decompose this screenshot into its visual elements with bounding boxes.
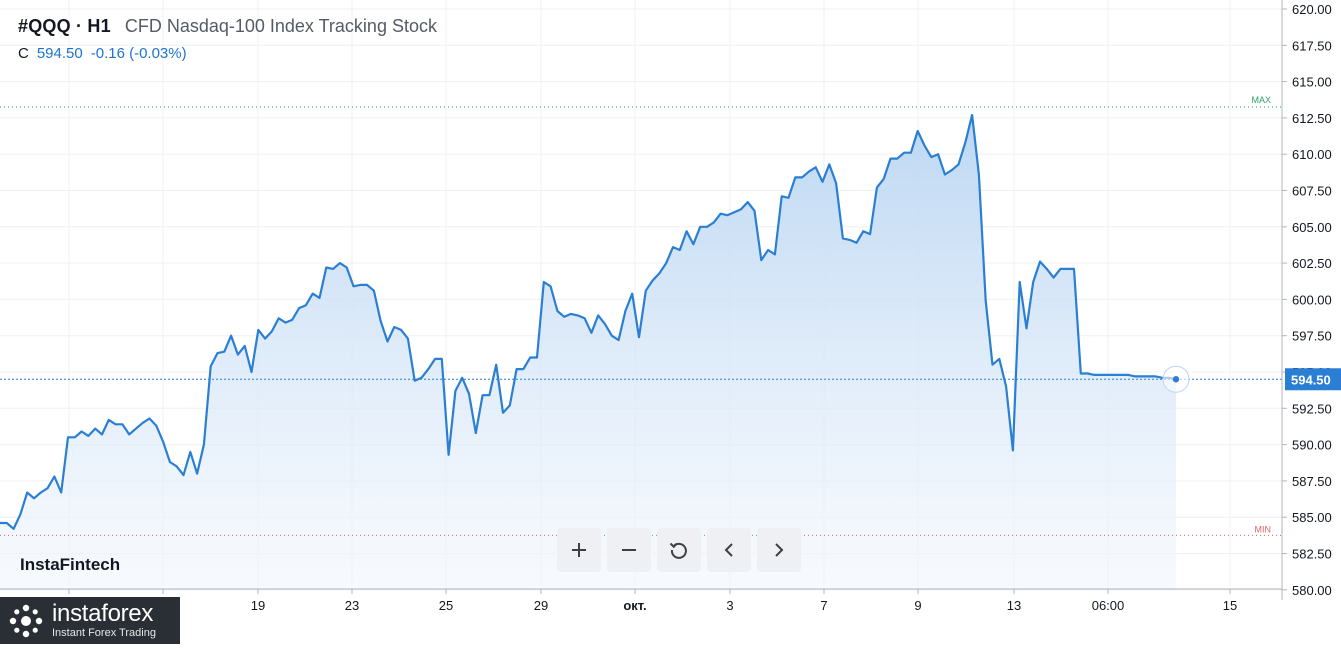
last-point-dot <box>1172 376 1180 383</box>
x-tick-label: 25 <box>439 598 453 613</box>
close-value: 594.50 <box>36 45 83 62</box>
y-tick-label: 597.50 <box>1292 329 1332 344</box>
x-tick-label: 19 <box>251 598 265 613</box>
symbol-description: CFD Nasdaq-100 Index Tracking Stock <box>124 16 437 36</box>
symbol-title: #QQQ · H1 <box>18 16 111 36</box>
chart-toolbar <box>557 528 801 572</box>
x-tick-label: 15 <box>1223 598 1237 613</box>
price-area <box>0 113 1177 589</box>
reset-icon <box>669 542 687 559</box>
chart-header: #QQQ · H1 CFD Nasdaq-100 Index Tracking … <box>18 16 437 62</box>
max-label: MAX <box>1251 95 1271 105</box>
reset-button[interactable] <box>657 528 701 572</box>
close-label: C <box>18 45 29 62</box>
minus-icon <box>622 549 636 551</box>
y-tick-label: 617.50 <box>1292 38 1332 53</box>
area-fill <box>0 115 1176 589</box>
y-axis: 620.00 617.50 615.00 612.50 610.00 607.50 605.… <box>1281 0 1341 600</box>
y-tick-label: 590.00 <box>1292 438 1332 453</box>
x-tick-label: 7 <box>820 598 827 613</box>
chevron-right-icon <box>775 543 784 557</box>
x-tick-label: 13 <box>1007 598 1021 613</box>
zoom-out-button[interactable] <box>607 528 651 572</box>
chevron-left-icon <box>724 543 733 557</box>
x-tick-label: 23 <box>345 598 359 613</box>
instaforex-logo-icon <box>9 604 43 637</box>
y-tick-label: 607.50 <box>1292 184 1332 199</box>
instaforex-logo[interactable]: instaforex Instant Forex Trading <box>0 597 180 644</box>
x-tick-label: 29 <box>534 598 548 613</box>
y-tick-label: 610.00 <box>1292 147 1332 162</box>
y-tick-label: 615.00 <box>1292 75 1332 90</box>
logo-tagline: Instant Forex Trading <box>52 627 156 639</box>
y-tick-label: 605.00 <box>1292 220 1332 235</box>
plus-icon <box>572 543 586 557</box>
instafintech-wordmark: InstaFintech <box>20 555 121 574</box>
price-line <box>0 113 1177 530</box>
y-tick-label: 580.00 <box>1292 583 1332 598</box>
quote-row: C 594.50 -0.16 (-0.03%) <box>18 45 437 62</box>
scroll-left-button[interactable] <box>707 528 751 572</box>
x-tick-label: окт. <box>623 598 646 613</box>
y-tick-label: 620.00 <box>1292 2 1332 17</box>
y-tick-label: 587.50 <box>1292 474 1332 489</box>
y-tick-label: 600.00 <box>1292 292 1332 307</box>
x-tick-label: 3 <box>726 598 733 613</box>
y-tick-label: 582.50 <box>1292 547 1332 562</box>
x-tick-label: 9 <box>914 598 921 613</box>
zoom-in-button[interactable] <box>557 528 601 572</box>
price-change: -0.16 (-0.03%) <box>90 45 187 62</box>
last-price-badge <box>1285 368 1341 391</box>
x-tick-label: 06:00 <box>1092 598 1125 613</box>
y-tick-label: 585.00 <box>1292 510 1332 525</box>
y-tick-label: 612.50 <box>1292 111 1332 126</box>
scroll-right-button[interactable] <box>757 528 801 572</box>
y-tick-label: 602.50 <box>1292 256 1332 271</box>
logo-name: instaforex <box>52 600 154 627</box>
last-price-marker <box>1162 365 1190 393</box>
last-price-badge-label: 594.50 <box>1291 372 1331 387</box>
min-label: MIN <box>1255 524 1272 534</box>
y-tick-label: 592.50 <box>1292 401 1332 416</box>
